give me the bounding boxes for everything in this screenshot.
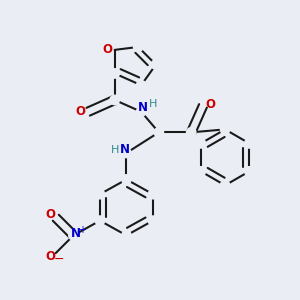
Circle shape bbox=[244, 139, 254, 148]
Circle shape bbox=[122, 148, 131, 158]
Text: H: H bbox=[110, 145, 119, 155]
Circle shape bbox=[154, 128, 164, 137]
Text: O: O bbox=[45, 250, 55, 262]
Circle shape bbox=[196, 167, 206, 176]
Circle shape bbox=[244, 167, 254, 176]
Circle shape bbox=[122, 231, 131, 240]
Text: O: O bbox=[76, 105, 86, 118]
Text: N: N bbox=[71, 227, 81, 240]
Circle shape bbox=[69, 231, 78, 240]
Circle shape bbox=[110, 95, 119, 105]
Text: O: O bbox=[102, 44, 112, 56]
Circle shape bbox=[220, 125, 230, 134]
Text: −: − bbox=[53, 253, 64, 266]
Circle shape bbox=[134, 42, 143, 52]
Circle shape bbox=[151, 60, 160, 69]
Circle shape bbox=[187, 128, 196, 137]
Circle shape bbox=[122, 175, 131, 184]
Circle shape bbox=[148, 216, 158, 225]
Text: N: N bbox=[138, 101, 148, 114]
Text: O: O bbox=[45, 208, 55, 221]
Circle shape bbox=[95, 216, 105, 225]
Circle shape bbox=[196, 139, 206, 148]
Text: H: H bbox=[149, 99, 158, 110]
Circle shape bbox=[220, 181, 230, 190]
Text: +: + bbox=[78, 225, 86, 235]
Circle shape bbox=[95, 190, 105, 199]
Circle shape bbox=[136, 80, 146, 90]
Circle shape bbox=[110, 69, 119, 78]
Text: N: N bbox=[120, 143, 130, 157]
Circle shape bbox=[148, 190, 158, 199]
Text: O: O bbox=[206, 98, 215, 111]
Circle shape bbox=[136, 107, 146, 116]
